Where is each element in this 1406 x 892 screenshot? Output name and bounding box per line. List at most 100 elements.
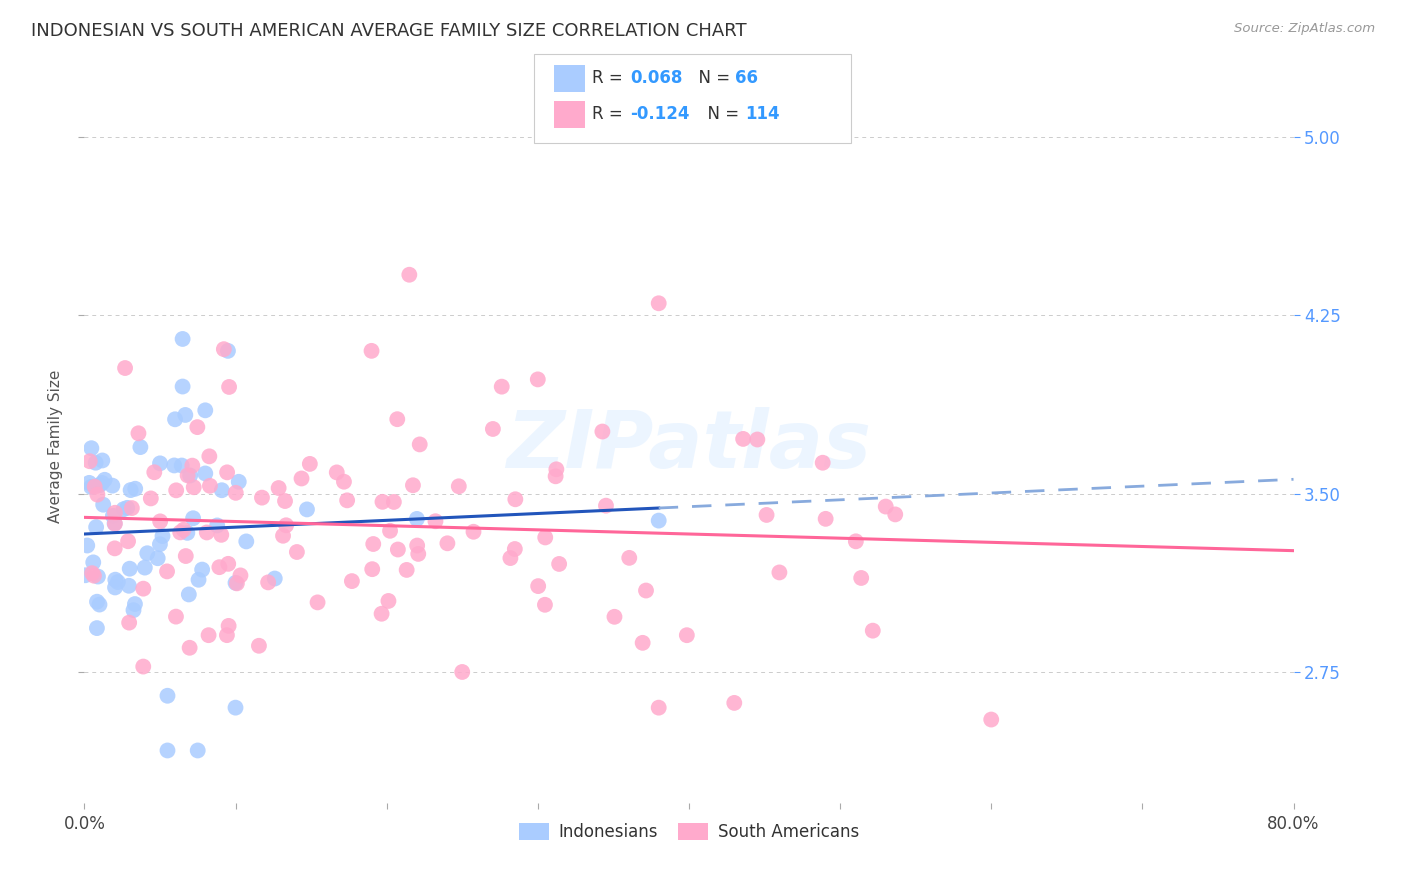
Point xyxy=(499,551,522,566)
Point xyxy=(527,579,550,593)
Point xyxy=(406,547,429,561)
Point xyxy=(86,595,108,609)
Point xyxy=(177,587,200,601)
Point xyxy=(198,479,221,493)
Point xyxy=(181,511,204,525)
Point xyxy=(361,562,384,576)
Point xyxy=(156,689,179,703)
Point xyxy=(225,486,247,500)
Point xyxy=(165,609,187,624)
Point xyxy=(814,512,837,526)
Point xyxy=(174,408,197,422)
Point xyxy=(149,514,172,528)
Point xyxy=(152,529,174,543)
Point xyxy=(179,640,201,655)
Point xyxy=(619,550,641,565)
Point xyxy=(215,628,238,642)
Point xyxy=(173,523,195,537)
Text: INDONESIAN VS SOUTH AMERICAN AVERAGE FAMILY SIZE CORRELATION CHART: INDONESIAN VS SOUTH AMERICAN AVERAGE FAM… xyxy=(31,22,747,40)
Point xyxy=(447,479,470,493)
Point xyxy=(676,628,699,642)
Point xyxy=(80,441,103,455)
Point xyxy=(229,568,252,582)
Text: 114: 114 xyxy=(745,105,780,123)
Point xyxy=(104,541,127,556)
Y-axis label: Average Family Size: Average Family Size xyxy=(48,369,63,523)
Point xyxy=(118,615,141,630)
Point xyxy=(183,480,205,494)
Point xyxy=(406,512,429,526)
Point xyxy=(263,572,285,586)
Legend: Indonesians, South Americans: Indonesians, South Americans xyxy=(512,816,866,848)
Text: R =: R = xyxy=(592,105,628,123)
Point xyxy=(82,566,104,581)
Point xyxy=(398,268,420,282)
Point xyxy=(425,514,447,528)
Point xyxy=(225,575,247,590)
Point xyxy=(527,372,550,386)
Point xyxy=(143,465,166,479)
Point xyxy=(980,713,1002,727)
Text: Source: ZipAtlas.com: Source: ZipAtlas.com xyxy=(1234,22,1375,36)
Point xyxy=(406,539,429,553)
Point xyxy=(225,576,247,591)
Point xyxy=(267,481,290,495)
Point xyxy=(124,597,146,611)
Point xyxy=(197,628,219,642)
Point xyxy=(723,696,745,710)
Point xyxy=(87,569,110,583)
Point xyxy=(80,480,103,494)
Point xyxy=(307,595,329,609)
Point xyxy=(83,568,105,582)
Point xyxy=(169,525,191,540)
Point xyxy=(89,478,111,492)
Point xyxy=(217,343,239,358)
Point xyxy=(117,534,139,549)
Point xyxy=(634,583,657,598)
Point xyxy=(124,482,146,496)
Point xyxy=(83,480,105,494)
Point xyxy=(84,520,107,534)
Point xyxy=(120,483,142,497)
Point xyxy=(409,437,432,451)
Point xyxy=(212,342,235,356)
Point xyxy=(402,478,425,492)
Point xyxy=(340,574,363,588)
Point xyxy=(86,621,108,635)
Point xyxy=(546,462,568,476)
Point xyxy=(271,529,294,543)
Text: ZIPatlas: ZIPatlas xyxy=(506,407,872,485)
Point xyxy=(91,475,114,490)
Point xyxy=(101,508,124,523)
Point xyxy=(336,493,359,508)
Point xyxy=(122,603,145,617)
Point xyxy=(326,466,349,480)
Point xyxy=(371,495,394,509)
Point xyxy=(170,458,193,473)
Point xyxy=(211,483,233,498)
Point xyxy=(733,432,755,446)
Point xyxy=(648,296,671,310)
Point xyxy=(257,575,280,590)
Point xyxy=(89,598,111,612)
Point xyxy=(104,581,127,595)
Point xyxy=(132,582,155,596)
Point xyxy=(361,537,384,551)
Point xyxy=(451,665,474,679)
Point xyxy=(290,471,312,485)
Point xyxy=(194,467,217,481)
Point xyxy=(333,475,356,489)
Point xyxy=(129,440,152,454)
Point xyxy=(174,549,197,563)
Point xyxy=(235,534,257,549)
Point xyxy=(491,379,513,393)
Point xyxy=(463,524,485,539)
Point xyxy=(187,743,209,757)
Point xyxy=(93,473,115,487)
Point xyxy=(187,573,209,587)
Point xyxy=(378,524,401,538)
Text: 0.068: 0.068 xyxy=(630,70,682,87)
Text: R =: R = xyxy=(592,70,628,87)
Point xyxy=(186,420,208,434)
Point xyxy=(101,478,124,492)
